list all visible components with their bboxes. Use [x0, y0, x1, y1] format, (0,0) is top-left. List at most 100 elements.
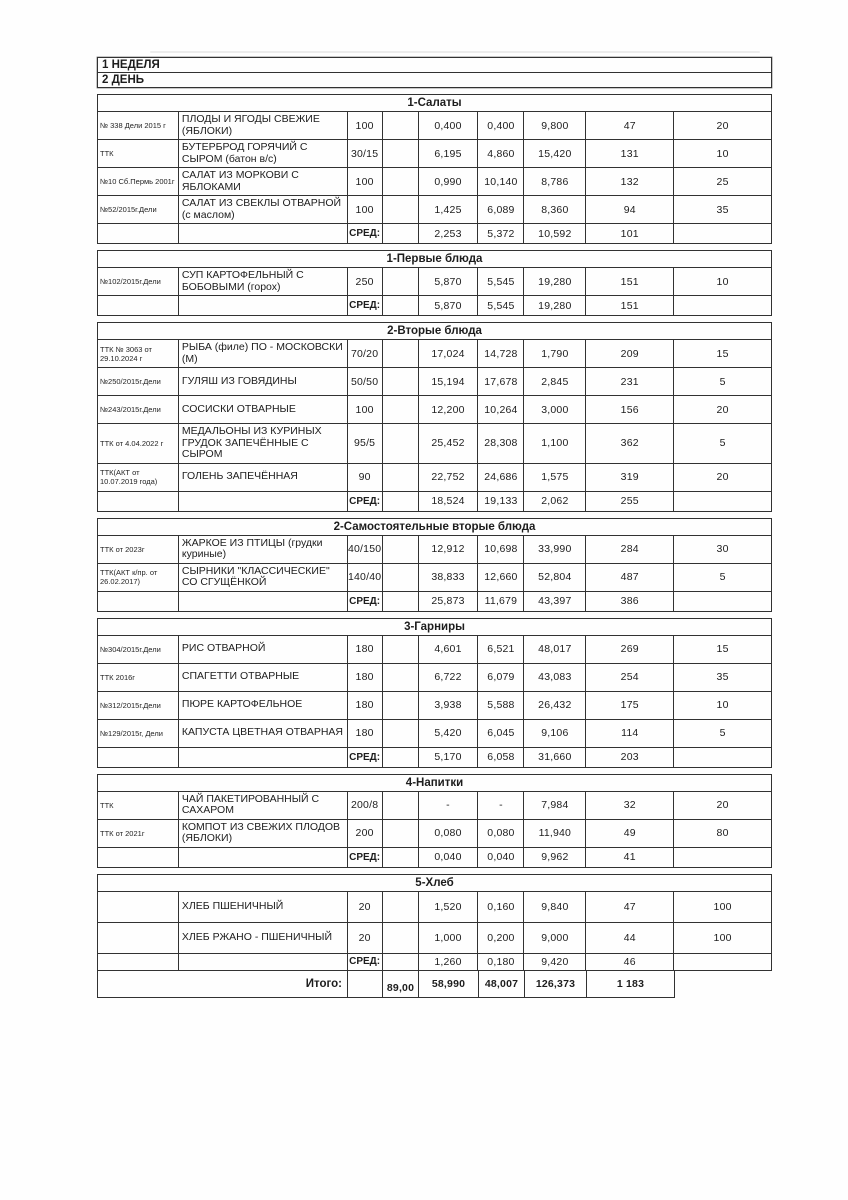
value-4: 209 [586, 340, 675, 368]
avg-label: СРЕД: [347, 224, 383, 244]
portion-value: 40/150 [347, 535, 383, 564]
recipe-ref: №129/2015г, Дели [98, 719, 179, 748]
empty-cell [178, 491, 348, 512]
portion-value: 20 [347, 922, 383, 954]
empty-cell [98, 296, 179, 316]
avg-label: СРЕД: [347, 491, 383, 512]
recipe-ref: №312/2015г.Дели [98, 691, 179, 720]
avg-value-1: 2,253 [418, 224, 479, 244]
section-header-row: 1-Первые блюда [98, 251, 772, 268]
value-1: - [418, 791, 479, 820]
dish-row: ТТК ЧАЙ ПАКЕТИРОВАННЫЙ С САХАРОМ 200/8 -… [98, 791, 773, 820]
value-4: 254 [586, 663, 675, 692]
portion-value: 100 [347, 396, 383, 424]
value-4: 114 [586, 719, 675, 748]
value-4: 131 [586, 140, 675, 168]
section-title: 5-Хлеб [98, 874, 772, 892]
avg-value-1: 25,873 [418, 591, 479, 612]
value-4: 44 [586, 922, 675, 954]
value-4: 231 [586, 368, 675, 396]
value-5: 15 [674, 635, 773, 664]
avg-value-1: 5,170 [418, 747, 479, 768]
average-row: СРЕД: 25,873 11,679 43,397 386 [98, 591, 773, 612]
portion-value: 200/8 [347, 791, 383, 820]
empty-cell [382, 268, 419, 296]
avg-value-3: 2,062 [524, 491, 587, 512]
value-5: 20 [674, 112, 773, 140]
value-3: 2,845 [524, 368, 587, 396]
section-header-row: 4-Напитки [98, 774, 772, 792]
value-5: 10 [674, 691, 773, 720]
value-5: 10 [674, 268, 773, 296]
menu-section: 2-Самостоятельные вторые блюда ТТК от 20… [97, 517, 773, 612]
menu-section: 2-Вторые блюда ТТК № 3063 от 29.10.2024 … [97, 322, 773, 512]
dish-name: БУТЕРБРОД ГОРЯЧИЙ С СЫРОМ (батон в/с) [178, 140, 348, 168]
value-1: 5,420 [418, 719, 479, 748]
average-row: СРЕД: 2,253 5,372 10,592 101 [98, 224, 773, 244]
avg-value-2: 6,058 [478, 747, 525, 768]
recipe-ref: ТТК(АКТ к/пр. от 26.02.2017) [98, 563, 179, 592]
value-2: 12,660 [478, 563, 525, 592]
value-3: 8,360 [524, 196, 587, 224]
value-2: 6,045 [478, 719, 525, 748]
empty-cell [382, 112, 419, 140]
value-3: 9,106 [524, 719, 587, 748]
value-4: 284 [586, 535, 675, 564]
value-1: 12,912 [418, 535, 479, 564]
section-title: 3-Гарниры [98, 618, 772, 636]
empty-cell [382, 396, 419, 424]
recipe-ref: №102/2015г.Дели [98, 268, 179, 296]
avg-value-4: 101 [586, 224, 675, 244]
value-2: 10,264 [478, 396, 525, 424]
dish-row: ТТК от 2021г КОМПОТ ИЗ СВЕЖИХ ПЛОДОВ (ЯБ… [98, 819, 773, 848]
dish-name: ЧАЙ ПАКЕТИРОВАННЫЙ С САХАРОМ [178, 791, 348, 820]
dish-row: ТТК № 3063 от 29.10.2024 г РЫБА (филе) П… [98, 340, 773, 368]
value-2: 4,860 [478, 140, 525, 168]
portion-value: 95/5 [347, 424, 383, 464]
portion-value: 90 [347, 463, 383, 492]
avg-value-1: 0,040 [418, 847, 479, 868]
avg-label: СРЕД: [347, 296, 383, 316]
empty-cell [382, 168, 419, 196]
value-2: - [478, 791, 525, 820]
avg-value-3: 43,397 [524, 591, 587, 612]
value-4: 47 [586, 891, 675, 923]
dish-name: ЖАРКОЕ ИЗ ПТИЦЫ (грудки куриные) [178, 535, 348, 564]
dish-row: ТТК от 2023г ЖАРКОЕ ИЗ ПТИЦЫ (грудки кур… [98, 535, 773, 564]
value-4: 47 [586, 112, 675, 140]
dish-row: ТТК от 4.04.2022 г МЕДАЛЬОНЫ ИЗ КУРИНЫХ … [98, 424, 773, 464]
value-3: 48,017 [524, 635, 587, 664]
value-3: 9,000 [524, 922, 587, 954]
empty-cell [382, 140, 419, 168]
empty-cell [178, 296, 348, 316]
avg-value-4: 151 [586, 296, 675, 316]
menu-section: 1-Первые блюда №102/2015г.Дели СУП КАРТО… [97, 250, 773, 316]
average-row: СРЕД: 18,524 19,133 2,062 255 [98, 491, 773, 512]
dish-row: ТТК(АКТ от 10.07.2019 года) ГОЛЕНЬ ЗАПЕЧ… [98, 463, 773, 492]
avg-value-1: 1,260 [418, 953, 479, 971]
empty-cell [382, 663, 419, 692]
value-2: 10,140 [478, 168, 525, 196]
value-3: 43,083 [524, 663, 587, 692]
value-3: 3,000 [524, 396, 587, 424]
dish-name: СПАГЕТТИ ОТВАРНЫЕ [178, 663, 348, 692]
avg-value-2: 0,040 [478, 847, 525, 868]
avg-value-3: 10,592 [524, 224, 587, 244]
empty-cell [382, 224, 419, 244]
value-1: 1,520 [418, 891, 479, 923]
value-1: 1,425 [418, 196, 479, 224]
avg-value-2: 19,133 [478, 491, 525, 512]
value-3: 9,840 [524, 891, 587, 923]
empty-cell [98, 591, 179, 612]
empty-cell [382, 424, 419, 464]
value-5: 100 [674, 922, 773, 954]
value-1: 1,000 [418, 922, 479, 954]
avg-value-4: 255 [586, 491, 675, 512]
section-title: 1-Салаты [98, 95, 772, 112]
portion-value: 50/50 [347, 368, 383, 396]
recipe-ref: № 338 Дели 2015 г [98, 112, 179, 140]
average-row: СРЕД: 0,040 0,040 9,962 41 [98, 847, 773, 868]
total-value-1: 58,990 [419, 970, 479, 998]
value-4: 175 [586, 691, 675, 720]
recipe-ref: ТТК(АКТ от 10.07.2019 года) [98, 463, 179, 492]
